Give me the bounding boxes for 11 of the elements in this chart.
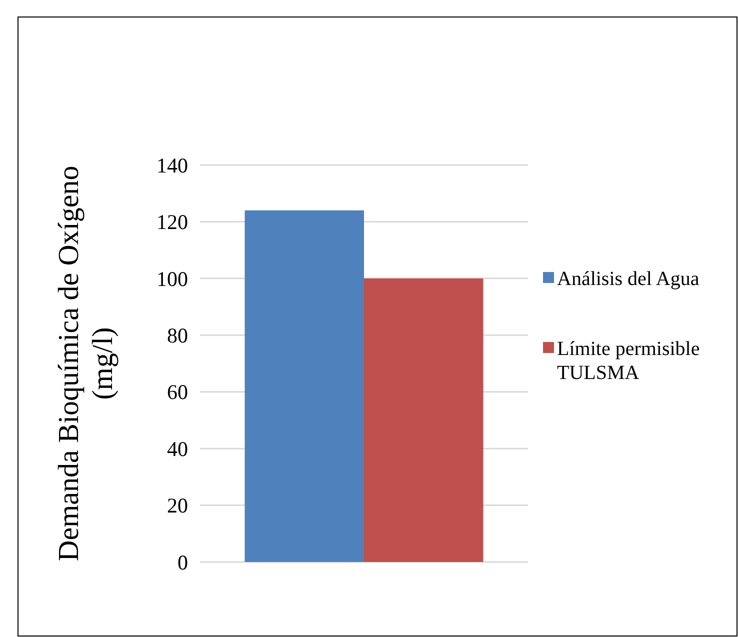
y-tick-label: 120 bbox=[156, 210, 188, 234]
legend-label: Análisis del Agua bbox=[557, 268, 700, 290]
y-tick-label: 140 bbox=[156, 153, 188, 178]
y-tick-label: 40 bbox=[167, 436, 188, 461]
y-tick-label: 0 bbox=[178, 550, 188, 574]
legend-label: Límite permisible TULSMA bbox=[557, 338, 700, 384]
y-tick-label: 100 bbox=[156, 266, 188, 291]
y-tick-label: 20 bbox=[167, 494, 188, 518]
y-tick-label: 60 bbox=[167, 380, 188, 404]
y-tick-label: 80 bbox=[167, 323, 188, 348]
y-axis-title: Demanda Bioquímica de Oxígeno (mg/l) bbox=[53, 166, 119, 562]
